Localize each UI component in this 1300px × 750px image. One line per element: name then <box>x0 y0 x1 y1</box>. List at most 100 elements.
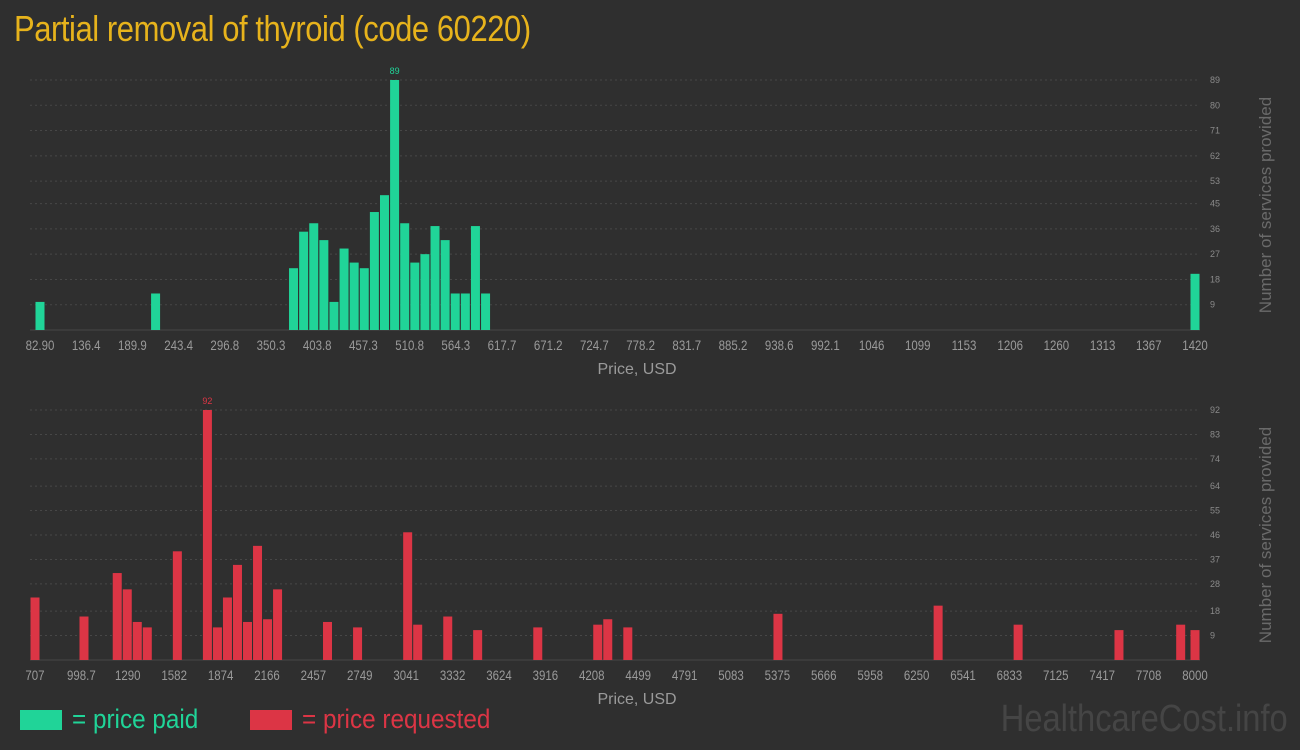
y-tick-label: 9 <box>1210 300 1215 310</box>
y-tick-label: 27 <box>1210 249 1220 259</box>
x-tick-label: 1313 <box>1090 337 1116 353</box>
x-axis-label: Price, USD <box>597 691 676 708</box>
bar <box>420 254 430 330</box>
bar <box>430 226 440 330</box>
bar <box>443 616 453 660</box>
x-axis-label: Price, USD <box>597 361 676 378</box>
x-tick-label: 1099 <box>905 337 931 353</box>
bar <box>623 627 633 660</box>
x-tick-label: 3041 <box>393 667 419 683</box>
y-tick-label: 18 <box>1210 274 1220 284</box>
x-tick-label: 7417 <box>1089 667 1115 683</box>
bar <box>112 573 122 660</box>
y-tick-label: 46 <box>1210 530 1220 540</box>
y-tick-label: 55 <box>1210 506 1220 516</box>
bar <box>253 545 263 660</box>
x-tick-label: 136.4 <box>72 337 101 353</box>
bar <box>1114 630 1124 660</box>
bar <box>473 630 483 660</box>
bar <box>79 616 89 660</box>
x-tick-label: 5083 <box>718 667 744 683</box>
y-tick-label: 53 <box>1210 176 1220 186</box>
x-tick-label: 617.7 <box>488 337 517 353</box>
x-tick-label: 403.8 <box>303 337 332 353</box>
bar <box>232 564 242 660</box>
y-tick-label: 45 <box>1210 199 1220 209</box>
x-tick-label: 724.7 <box>580 337 609 353</box>
x-tick-label: 885.2 <box>719 337 748 353</box>
bar <box>481 293 491 330</box>
bar <box>603 619 613 660</box>
bar <box>1013 624 1023 660</box>
x-tick-label: 5375 <box>765 667 791 683</box>
bar <box>379 195 389 330</box>
bar <box>122 589 132 660</box>
y-tick-label: 62 <box>1210 151 1220 161</box>
x-tick-label: 2166 <box>254 667 280 683</box>
x-tick-label: 1874 <box>208 667 234 683</box>
y-tick-label: 83 <box>1210 429 1220 439</box>
x-tick-label: 457.3 <box>349 337 378 353</box>
y-tick-label: 71 <box>1210 126 1220 136</box>
x-tick-label: 1046 <box>859 337 885 353</box>
price-requested-chart: 9 18 28 37 46 55 64 74 83 92 92 707 998.7 1290 1582 187… <box>25 396 1275 708</box>
x-tick-label: 189.9 <box>118 337 147 353</box>
bar <box>933 605 943 660</box>
bar <box>30 597 40 660</box>
x-tick-label: 82.90 <box>26 337 55 353</box>
x-tick-label: 1260 <box>1044 337 1070 353</box>
bar <box>1190 630 1200 660</box>
bar <box>470 226 480 330</box>
x-tick-label: 1367 <box>1136 337 1162 353</box>
x-tick-label: 296.8 <box>210 337 239 353</box>
bar <box>1190 273 1200 330</box>
x-tick-label: 778.2 <box>626 337 655 353</box>
bar <box>773 613 783 660</box>
bar <box>450 293 460 330</box>
bar <box>142 627 152 660</box>
bar <box>35 301 45 330</box>
x-tick-label: 998.7 <box>67 667 96 683</box>
bar <box>339 248 349 330</box>
y-tick-label: 80 <box>1210 100 1220 110</box>
x-tick-label: 4208 <box>579 667 605 683</box>
bar <box>369 212 379 330</box>
x-tick-label: 707 <box>25 667 44 683</box>
x-tick-label: 2749 <box>347 667 373 683</box>
x-tick-label: 992.1 <box>811 337 840 353</box>
bar <box>151 293 161 330</box>
y-tick-label: 92 <box>1210 405 1220 415</box>
legend-swatch-paid <box>20 710 62 730</box>
x-tick-label: 6250 <box>904 667 930 683</box>
x-tick-label: 1420 <box>1182 337 1208 353</box>
chart-title: Partial removal of thyroid (code 60220) <box>14 8 531 49</box>
x-tick-label: 6541 <box>950 667 976 683</box>
x-tick-label: 5958 <box>857 667 883 683</box>
x-tick-label: 8000 <box>1182 667 1208 683</box>
y-tick-label: 37 <box>1210 554 1220 564</box>
bar <box>299 231 309 330</box>
price-paid-chart: 9 18 27 36 45 53 62 71 80 89 89 82.90 136.4 189.9 243.… <box>26 66 1275 378</box>
y-tick-label: 89 <box>1210 75 1220 85</box>
x-tick-label: 243.4 <box>164 337 193 353</box>
bar <box>172 551 182 660</box>
y-axis-label: Number of services provided <box>1256 427 1275 643</box>
x-tick-label: 7708 <box>1136 667 1162 683</box>
legend-label-paid: = price paid <box>72 704 199 734</box>
bar <box>359 268 369 330</box>
bar <box>329 301 339 330</box>
y-tick-label: 9 <box>1210 631 1215 641</box>
bar <box>390 80 400 330</box>
x-tick-label: 4499 <box>625 667 651 683</box>
bar <box>319 240 329 330</box>
bar <box>353 627 363 660</box>
x-tick-label: 3916 <box>533 667 559 683</box>
x-tick-label: 671.2 <box>534 337 563 353</box>
x-tick-label: 1206 <box>997 337 1023 353</box>
y-tick-label: 18 <box>1210 606 1220 616</box>
y-tick-label: 64 <box>1210 481 1220 491</box>
bar <box>413 624 423 660</box>
bar <box>202 410 212 660</box>
bar <box>289 268 299 330</box>
x-tick-label: 564.3 <box>441 337 470 353</box>
